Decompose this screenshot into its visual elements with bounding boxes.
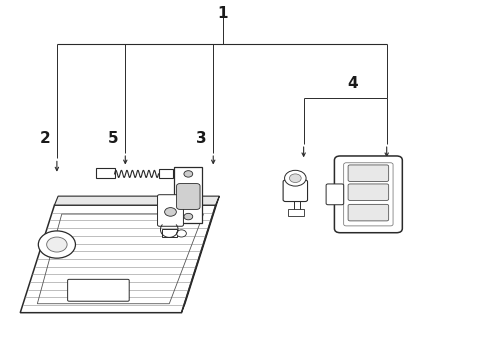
Bar xyxy=(162,229,176,237)
Circle shape xyxy=(184,213,193,220)
Text: 3: 3 xyxy=(196,131,206,146)
Circle shape xyxy=(184,171,193,177)
Bar xyxy=(289,210,304,216)
Circle shape xyxy=(176,230,186,237)
FancyBboxPatch shape xyxy=(348,204,389,221)
FancyBboxPatch shape xyxy=(68,279,129,301)
Circle shape xyxy=(285,170,306,186)
Bar xyxy=(159,169,173,178)
Text: 5: 5 xyxy=(108,131,119,146)
Text: 2: 2 xyxy=(39,131,50,146)
Circle shape xyxy=(47,237,67,252)
FancyBboxPatch shape xyxy=(334,156,402,233)
Polygon shape xyxy=(20,205,216,313)
FancyBboxPatch shape xyxy=(176,184,200,210)
Bar xyxy=(96,168,115,178)
Circle shape xyxy=(165,208,176,216)
Circle shape xyxy=(290,174,301,183)
Text: 1: 1 xyxy=(218,6,228,21)
FancyBboxPatch shape xyxy=(326,184,343,205)
Polygon shape xyxy=(54,196,220,205)
FancyBboxPatch shape xyxy=(283,180,308,202)
FancyBboxPatch shape xyxy=(158,195,183,226)
FancyBboxPatch shape xyxy=(348,165,389,181)
Bar xyxy=(174,167,202,223)
Circle shape xyxy=(38,231,75,258)
FancyBboxPatch shape xyxy=(348,184,389,201)
Polygon shape xyxy=(181,196,220,313)
Text: 4: 4 xyxy=(347,76,358,91)
